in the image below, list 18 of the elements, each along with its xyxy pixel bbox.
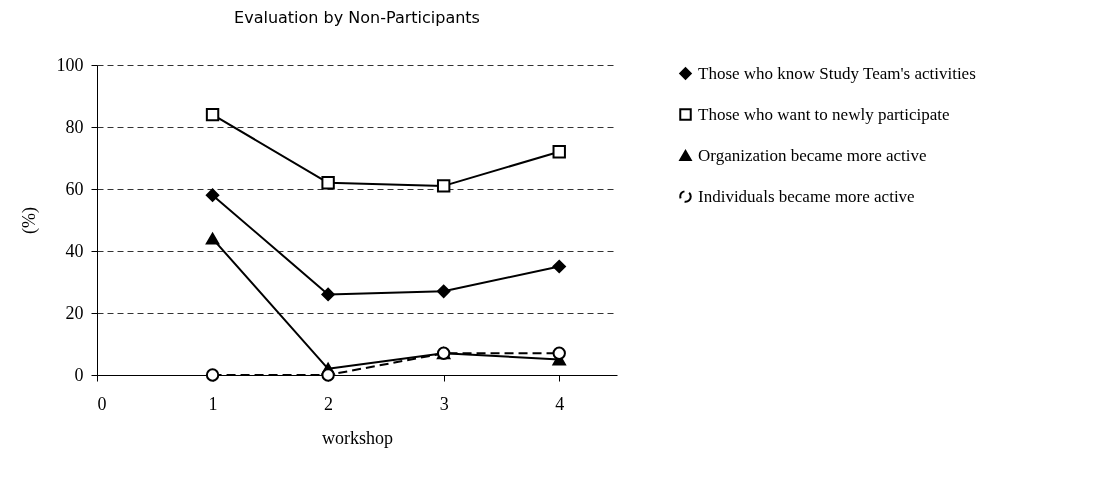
y-tick-label: 100 [56, 54, 84, 75]
x-tick-label: 2 [324, 393, 334, 414]
chart-title: Evaluation by Non-Participants [234, 8, 480, 27]
y-axis-title: (%) [18, 207, 40, 234]
x-tick-label: 4 [555, 393, 565, 414]
x-tick-label: 1 [208, 393, 218, 414]
y-tick-label: 60 [65, 178, 84, 199]
legend-label: Individuals became more active [698, 186, 915, 206]
legend-label: Those who want to newly participate [698, 104, 950, 124]
y-tick-label: 80 [65, 116, 84, 137]
y-tick-label: 40 [65, 240, 84, 261]
x-tick-label: 3 [439, 393, 449, 414]
x-tick-label: 0 [97, 393, 107, 414]
y-tick-label: 0 [74, 364, 84, 385]
legend-label: Those who know Study Team's activities [698, 63, 976, 83]
x-axis-title: workshop [322, 427, 393, 448]
legend-label: Organization became more active [698, 145, 927, 165]
y-tick-label: 20 [65, 302, 84, 323]
